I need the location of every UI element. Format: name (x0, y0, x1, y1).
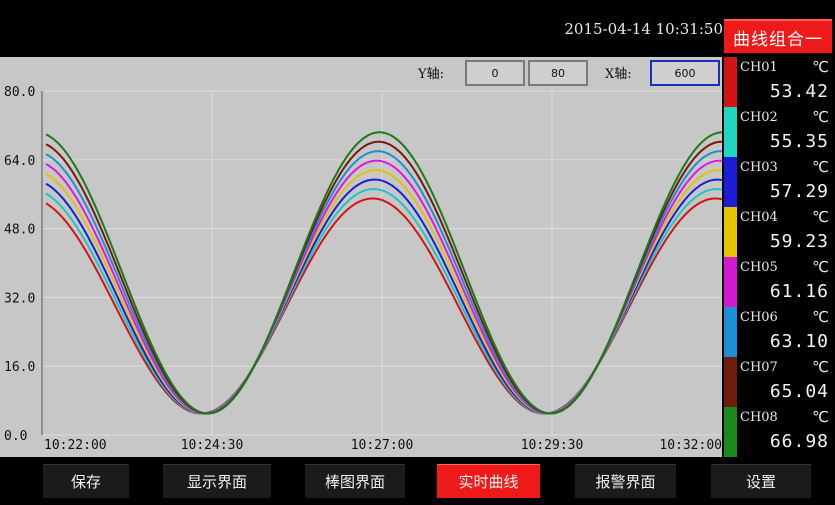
channel-name: CH01 (740, 60, 778, 75)
series-line-ch01 (45, 197, 722, 415)
channel-readout-ch04: CH04 ℃ 59.23 (722, 207, 835, 257)
y-tick-label: 16.0 (4, 360, 35, 375)
channel-color-swatch (724, 307, 737, 357)
channel-unit: ℃ (812, 208, 829, 226)
channel-readout-ch06: CH06 ℃ 63.10 (722, 307, 835, 357)
channel-unit: ℃ (812, 358, 829, 376)
series-line-ch07 (45, 140, 722, 415)
channel-name: CH05 (740, 260, 778, 275)
series-line-ch03 (45, 178, 722, 415)
channel-value: 55.35 (769, 131, 829, 152)
channel-value: 59.23 (769, 231, 829, 252)
channel-value: 57.29 (769, 181, 829, 202)
channel-readout-ch08: CH08 ℃ 66.98 (722, 407, 835, 457)
nav-button-3[interactable]: 实时曲线 (437, 464, 540, 498)
channel-name: CH08 (740, 410, 778, 425)
channel-name: CH03 (740, 160, 778, 175)
y-tick-label: 48.0 (4, 223, 35, 238)
channel-name: CH06 (740, 310, 778, 325)
x-axis-control-label: X轴: (605, 67, 632, 82)
datetime-display: 2015-04-14 10:31:50 (564, 20, 723, 38)
nav-button-5[interactable]: 设置 (711, 464, 811, 498)
channel-name: CH02 (740, 110, 778, 125)
top-bar: 2015-04-14 10:31:50 曲线组合一 (0, 0, 835, 57)
channel-readout-panel: CH01 ℃ 53.42 CH02 ℃ 55.35 CH03 ℃ 57.29 CH04 ℃ 59.23… (722, 57, 835, 457)
channel-value: 61.16 (769, 281, 829, 302)
channel-value: 65.04 (769, 381, 829, 402)
channel-value: 63.10 (769, 331, 829, 352)
curve-combo-button[interactable]: 曲线组合一 (724, 19, 832, 53)
channel-unit: ℃ (812, 58, 829, 76)
x-tick-label: 10:27:00 (351, 438, 414, 453)
channel-color-swatch (724, 257, 737, 307)
y-axis-control-label: Y轴: (418, 67, 444, 82)
y-tick-label: 64.0 (4, 154, 35, 169)
channel-value: 53.42 (769, 81, 829, 102)
chart-grid (41, 90, 722, 436)
channel-readout-ch03: CH03 ℃ 57.29 (722, 157, 835, 207)
x-span-input[interactable]: 600 (650, 60, 720, 86)
series-line-ch05 (45, 159, 722, 415)
channel-readout-ch05: CH05 ℃ 61.16 (722, 257, 835, 307)
channel-color-swatch (724, 107, 737, 157)
channel-readout-ch07: CH07 ℃ 65.04 (722, 357, 835, 407)
channel-unit: ℃ (812, 308, 829, 326)
y-min-input[interactable]: 0 (465, 60, 525, 86)
chart-series-group (45, 131, 722, 415)
y-tick-label: 32.0 (4, 291, 35, 306)
channel-unit: ℃ (812, 408, 829, 426)
y-tick-label: 80.0 (4, 85, 35, 100)
series-line-ch04 (45, 169, 722, 415)
channel-name: CH04 (740, 210, 778, 225)
series-line-ch08 (45, 131, 722, 415)
series-line-ch02 (45, 187, 722, 415)
channel-name: CH07 (740, 360, 778, 375)
channel-value: 66.98 (769, 431, 829, 452)
x-tick-label: 10:24:30 (181, 438, 244, 453)
nav-button-4[interactable]: 报警界面 (575, 464, 676, 498)
channel-color-swatch (724, 207, 737, 257)
y-tick-label: 0.0 (4, 429, 27, 444)
channel-color-swatch (724, 157, 737, 207)
channel-unit: ℃ (812, 108, 829, 126)
x-tick-label: 10:22:00 (44, 438, 107, 453)
y-axis-ticks: 80.0 64.0 48.0 32.0 16.0 0.0 (4, 85, 35, 444)
nav-button-0[interactable]: 保存 (43, 464, 129, 498)
channel-readout-ch01: CH01 ℃ 53.42 (722, 57, 835, 107)
channel-color-swatch (724, 57, 737, 107)
y-max-input[interactable]: 80 (528, 60, 588, 86)
x-tick-label: 10:29:30 (521, 438, 584, 453)
chart-panel: Y轴: 0 80 X轴: 600 80.0 64.0 48.0 32.0 16.0 0.0… (0, 57, 722, 457)
nav-button-1[interactable]: 显示界面 (163, 464, 271, 498)
x-tick-label: 10:32:00 (659, 438, 722, 453)
realtime-curve-chart: 80.0 64.0 48.0 32.0 16.0 0.0 10:22:00 10:24:30… (4, 85, 722, 453)
channel-color-swatch (724, 407, 737, 457)
x-axis-ticks: 10:22:00 10:24:30 10:27:00 10:29:30 10:32:00 (44, 438, 722, 453)
channel-color-swatch (724, 357, 737, 407)
channel-unit: ℃ (812, 158, 829, 176)
channel-readout-ch02: CH02 ℃ 55.35 (722, 107, 835, 157)
bottom-nav-bar: 保存 显示界面 棒图界面 实时曲线 报警界面 设置 (0, 457, 835, 505)
nav-button-2[interactable]: 棒图界面 (305, 464, 405, 498)
channel-unit: ℃ (812, 258, 829, 276)
